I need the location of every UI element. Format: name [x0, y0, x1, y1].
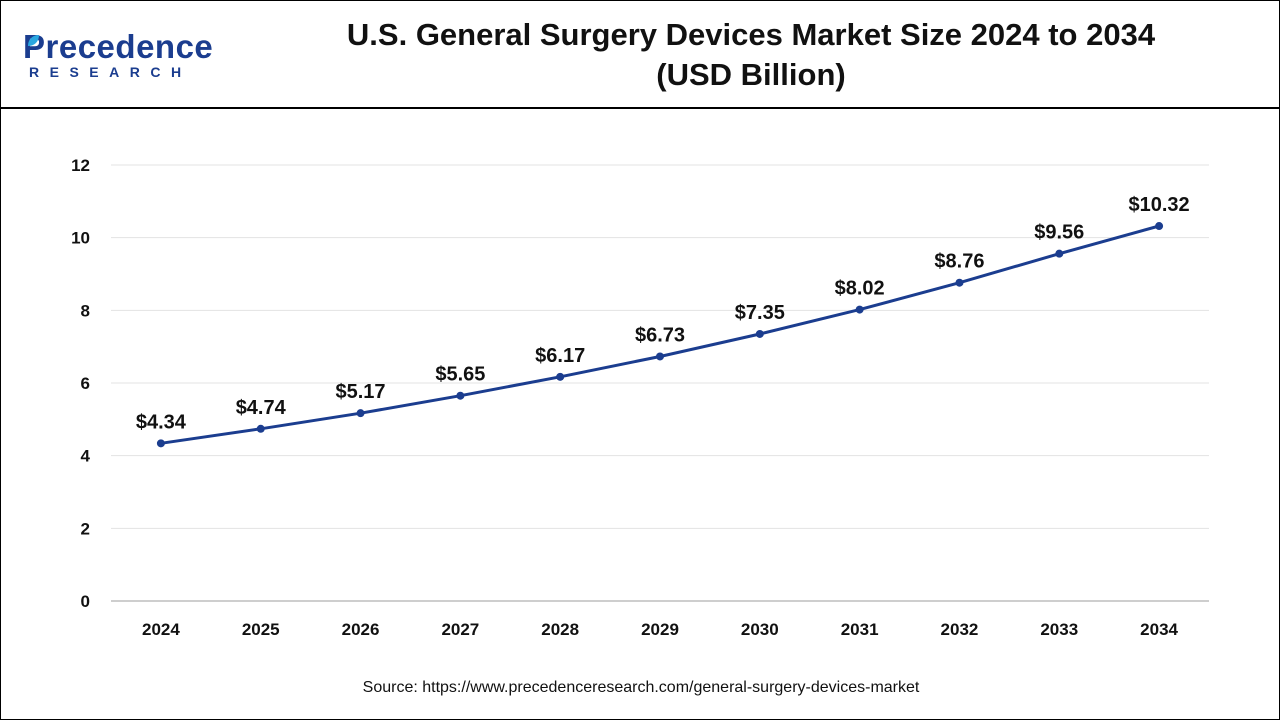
x-tick-label: 2034: [1140, 620, 1178, 639]
brand-logo: Precedence RESEARCH: [23, 29, 223, 85]
chart-title-line-1: U.S. General Surgery Devices Market Size…: [346, 17, 1156, 52]
data-label: $10.32: [1129, 194, 1190, 216]
axes: 0 2 4 6 8 10 12 2024 2025 2026 2027 2028 2029 2030 203…: [71, 156, 1209, 639]
x-tick-label: 2033: [1040, 620, 1078, 639]
data-label: $5.65: [435, 364, 485, 386]
x-tick-label: 2028: [541, 620, 579, 639]
x-tick-label: 2029: [641, 620, 679, 639]
data-point: [656, 352, 664, 361]
data-label: $4.74: [236, 397, 287, 419]
y-tick-label: 0: [81, 592, 90, 611]
header: Precedence RESEARCH U.S. General Surgery…: [1, 1, 1279, 109]
y-tick-label: 10: [71, 229, 90, 248]
data-point: [1055, 249, 1064, 258]
data-point: [755, 329, 764, 338]
x-tick-label: 2032: [941, 620, 979, 639]
data-label: $9.56: [1034, 222, 1084, 244]
y-tick-label: 12: [71, 156, 90, 175]
series: [156, 222, 1164, 448]
x-tick-label: 2026: [342, 620, 380, 639]
data-point: [955, 278, 964, 287]
data-point: [1155, 222, 1164, 231]
x-tick-label: 2031: [841, 620, 879, 639]
x-tick-label: 2024: [142, 620, 180, 639]
y-tick-label: 4: [81, 447, 91, 466]
data-point: [456, 391, 465, 400]
leaf-icon: [28, 35, 39, 46]
y-tick-label: 6: [81, 374, 90, 393]
y-tick-label: 2: [81, 519, 90, 538]
data-labels: $4.34 $4.74 $5.17 $5.65 $6.17 $6.73 $7.35 $8.02…: [136, 194, 1190, 433]
chart-title-line-2: (USD Billion): [656, 57, 846, 92]
data-label: $8.02: [835, 278, 885, 300]
chart-title: U.S. General Surgery Devices Market Size…: [301, 15, 1201, 95]
source-note: Source: https://www.precedenceresearch.c…: [362, 679, 920, 696]
x-tick-label: 2030: [741, 620, 779, 639]
x-tick-label: 2027: [441, 620, 479, 639]
data-label: $4.34: [136, 411, 187, 433]
data-label: $8.76: [934, 251, 984, 273]
data-point: [855, 305, 864, 314]
data-point: [256, 424, 265, 433]
x-tick-label: 2025: [242, 620, 280, 639]
data-label: $5.17: [336, 381, 386, 403]
data-label: $6.73: [635, 324, 685, 346]
y-tick-label: 8: [81, 301, 90, 320]
data-point: [556, 372, 565, 381]
data-point: [156, 439, 165, 448]
brand-subtitle: RESEARCH: [29, 64, 192, 80]
data-label: $7.35: [735, 302, 785, 324]
gridlines: [111, 164, 1209, 529]
brand-name: Precedence: [23, 28, 214, 65]
data-point: [356, 409, 365, 418]
data-label: $6.17: [535, 345, 585, 367]
